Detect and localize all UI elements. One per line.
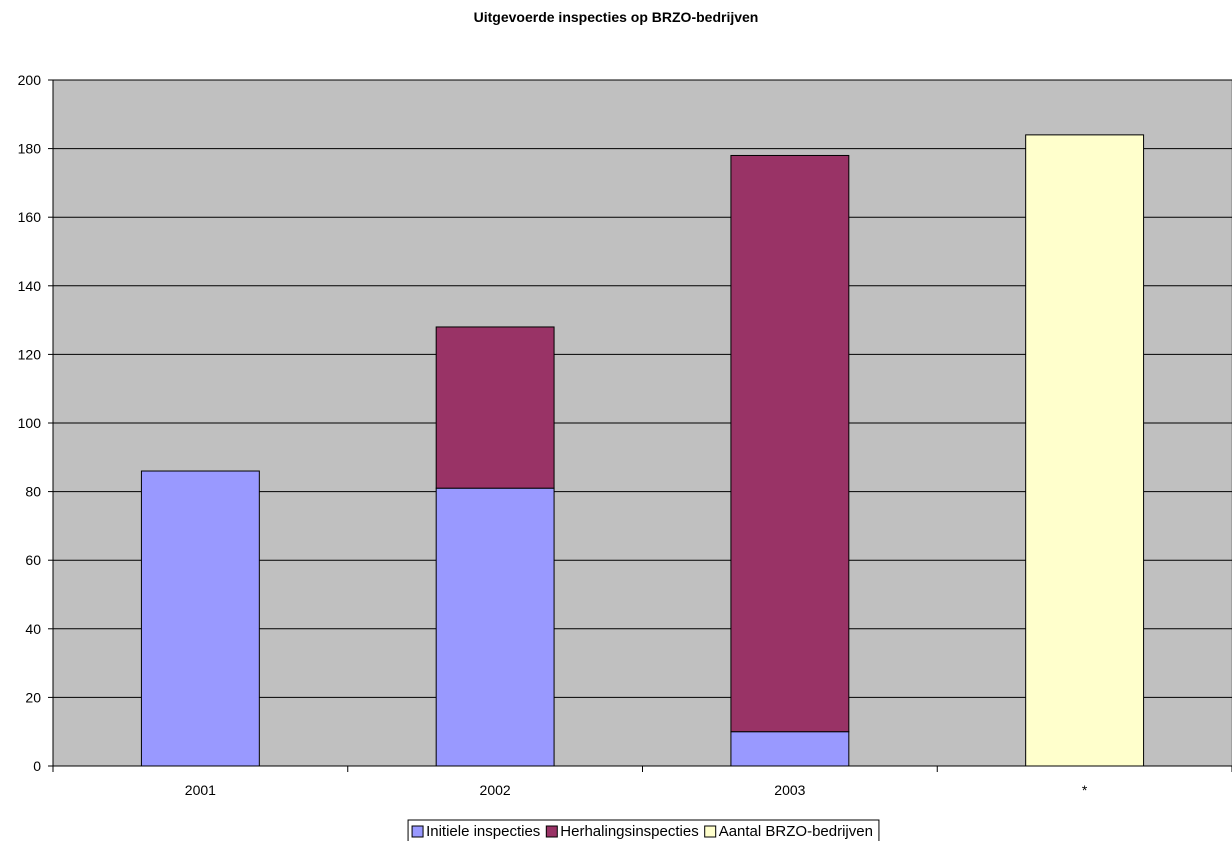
y-tick-label: 20 (25, 689, 41, 705)
bars (140, 134, 1145, 767)
legend-item: Aantal BRZO-bedrijven (704, 823, 873, 840)
y-tick-label: 200 (18, 72, 42, 88)
legend-label: Aantal BRZO-bedrijven (719, 823, 873, 840)
legend-item: Herhalingsinspecties (545, 823, 699, 840)
legend-label: Herhalingsinspecties (560, 823, 698, 840)
y-tick-label: 120 (18, 346, 42, 362)
legend-item: Initiele inspecties (411, 823, 540, 840)
bar-segment (730, 154, 850, 733)
bar-segment (435, 487, 555, 767)
chart-title: Uitgevoerde inspecties op BRZO-bedrijven (474, 9, 759, 25)
y-tick-label: 140 (18, 278, 42, 294)
legend-swatch (545, 825, 558, 838)
y-tick-label: 0 (33, 758, 41, 774)
legend: Initiele inspecties Herhalingsinspecties A… (407, 819, 880, 841)
legend-swatch (704, 825, 717, 838)
axes: 0 20 40 60 80 100 120 140 160 180 200 2001 2002 2003 * (18, 72, 1232, 798)
bar-segment (140, 470, 260, 767)
x-tick-label: 2003 (774, 782, 805, 798)
legend-box (407, 819, 880, 841)
x-tick-label: * (1082, 782, 1088, 798)
y-tick-label: 80 (25, 484, 41, 500)
y-tick-label: 60 (25, 552, 41, 568)
x-tick-label: 2001 (185, 782, 216, 798)
y-tick-label: 100 (18, 415, 42, 431)
x-tick-label: 2002 (480, 782, 511, 798)
y-tick-label: 160 (18, 209, 42, 225)
y-tick-label: 180 (18, 141, 42, 157)
legend-label: Initiele inspecties (426, 823, 540, 840)
y-tick-label: 40 (25, 621, 41, 637)
legend-swatch (411, 825, 424, 838)
bar-segment (435, 326, 555, 489)
bar-segment (1025, 134, 1145, 767)
bar-segment (730, 731, 850, 767)
